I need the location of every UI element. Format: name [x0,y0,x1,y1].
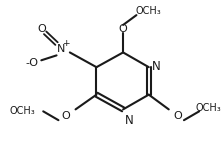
Text: O: O [37,24,46,34]
Text: OCH₃: OCH₃ [9,106,35,116]
Text: O: O [119,24,127,34]
Text: O: O [62,111,70,121]
Text: OCH₃: OCH₃ [196,103,222,113]
Text: N: N [152,60,161,73]
Text: N: N [57,45,65,55]
Text: -O: -O [25,58,38,68]
Text: +: + [62,39,70,48]
Text: O: O [173,111,182,121]
Text: N: N [124,114,133,127]
Text: OCH₃: OCH₃ [136,6,162,16]
